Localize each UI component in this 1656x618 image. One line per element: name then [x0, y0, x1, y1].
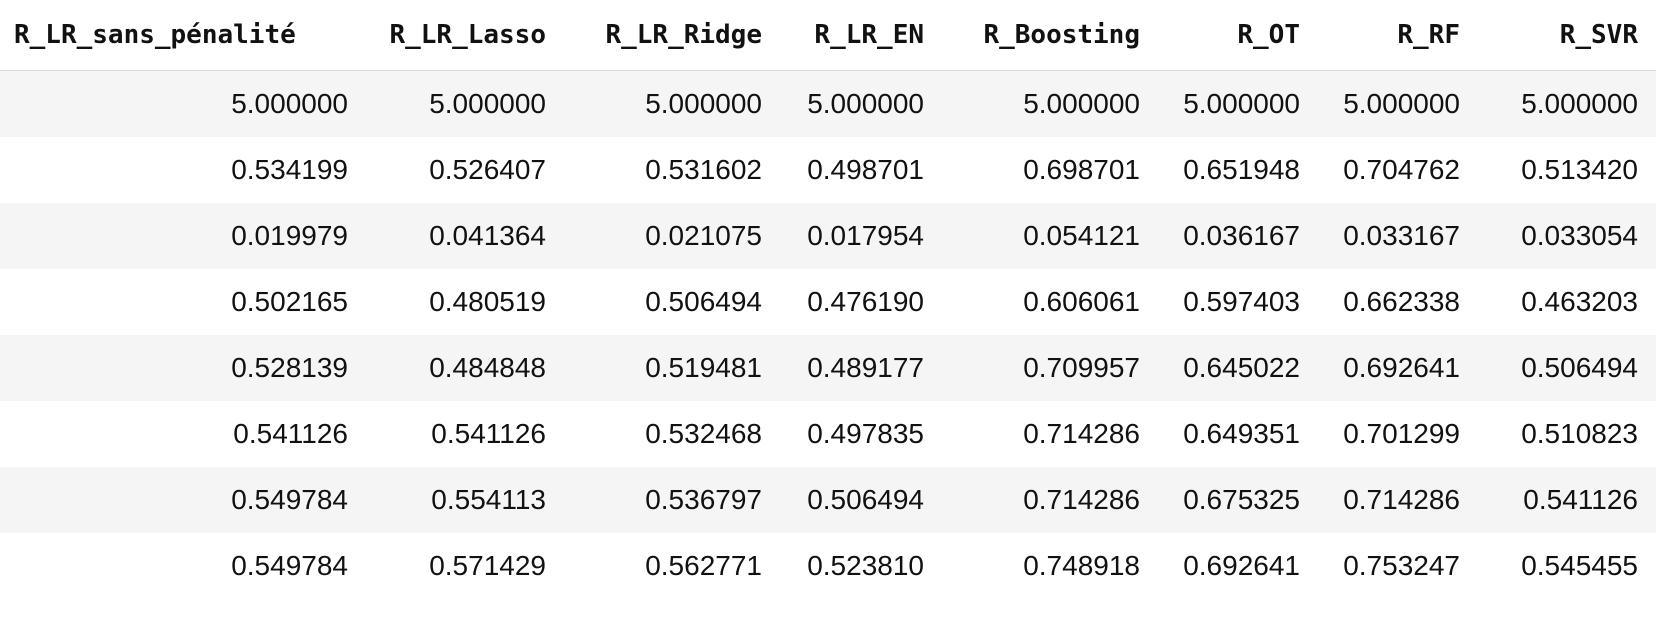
- cell-r-lr-en: 5.000000: [807, 88, 924, 119]
- cell-r-lr-en: 0.017954: [807, 220, 924, 251]
- cell-r-lr-ridge: 0.532468: [645, 418, 762, 449]
- column-header-r-lr-lasso: R_LR_Lasso: [348, 0, 564, 71]
- column-header-r-ot: R_OT: [1158, 0, 1318, 71]
- column-header-r-lr-ridge: R_LR_Ridge: [564, 0, 780, 71]
- cell-r-boosting: 0.709957: [1023, 352, 1140, 383]
- cell-r-lr-ridge: 5.000000: [645, 88, 762, 119]
- table-row: 0.541126 0.541126 0.532468 0.497835 0.714286…: [0, 401, 1656, 467]
- table-row: 0.528139 0.484848 0.519481 0.489177 0.709957…: [0, 335, 1656, 401]
- cell-r-svr: 0.506494: [1521, 352, 1638, 383]
- cell-r-lr-sans-penalite: 5.000000: [231, 88, 348, 119]
- cell-r-svr: 5.000000: [1521, 88, 1638, 119]
- cell-r-ot: 5.000000: [1183, 88, 1300, 119]
- cell-r-boosting: 0.748918: [1023, 550, 1140, 581]
- results-table: R_LR_sans_pénalité R_LR_Lasso R_LR_Ridge…: [0, 0, 1656, 599]
- cell-r-rf: 0.753247: [1343, 550, 1460, 581]
- cell-r-ot: 0.675325: [1183, 484, 1300, 515]
- table-header: R_LR_sans_pénalité R_LR_Lasso R_LR_Ridge…: [0, 0, 1656, 71]
- column-header-r-boosting: R_Boosting: [942, 0, 1158, 71]
- table-row: 0.549784 0.571429 0.562771 0.523810 0.748918…: [0, 533, 1656, 599]
- cell-r-ot: 0.692641: [1183, 550, 1300, 581]
- table-row: 0.534199 0.526407 0.531602 0.498701 0.698701…: [0, 137, 1656, 203]
- cell-r-boosting: 0.714286: [1023, 484, 1140, 515]
- cell-r-boosting: 5.000000: [1023, 88, 1140, 119]
- cell-r-svr: 0.513420: [1521, 154, 1638, 185]
- cell-r-boosting: 0.054121: [1023, 220, 1140, 251]
- cell-r-ot: 0.651948: [1183, 154, 1300, 185]
- table-row: 0.549784 0.554113 0.536797 0.506494 0.714286…: [0, 467, 1656, 533]
- cell-r-lr-ridge: 0.506494: [645, 286, 762, 317]
- table-row: 5.000000 5.000000 5.000000 5.000000 5.000000…: [0, 70, 1656, 137]
- cell-r-lr-lasso: 0.484848: [429, 352, 546, 383]
- cell-r-lr-ridge: 0.531602: [645, 154, 762, 185]
- cell-r-boosting: 0.606061: [1023, 286, 1140, 317]
- cell-r-lr-en: 0.489177: [807, 352, 924, 383]
- cell-r-lr-lasso: 5.000000: [429, 88, 546, 119]
- cell-r-svr: 0.541126: [1523, 484, 1638, 515]
- cell-r-ot: 0.649351: [1183, 418, 1300, 449]
- cell-r-lr-lasso: 0.526407: [429, 154, 546, 185]
- cell-r-rf: 0.704762: [1343, 154, 1460, 185]
- cell-r-svr: 0.545455: [1521, 550, 1638, 581]
- cell-r-rf: 0.662338: [1343, 286, 1460, 317]
- cell-r-lr-ridge: 0.519481: [645, 352, 762, 383]
- cell-r-lr-en: 0.476190: [807, 286, 924, 317]
- cell-r-lr-lasso: 0.554113: [431, 484, 546, 515]
- cell-r-rf: 5.000000: [1343, 88, 1460, 119]
- cell-r-lr-sans-penalite: 0.534199: [231, 154, 348, 185]
- cell-r-lr-sans-penalite: 0.541126: [233, 418, 348, 449]
- cell-r-lr-ridge: 0.536797: [645, 484, 762, 515]
- cell-r-lr-ridge: 0.021075: [645, 220, 762, 251]
- cell-r-ot: 0.036167: [1183, 220, 1300, 251]
- cell-r-lr-ridge: 0.562771: [645, 550, 762, 581]
- cell-r-lr-lasso: 0.480519: [429, 286, 546, 317]
- table-row: 0.502165 0.480519 0.506494 0.476190 0.606061…: [0, 269, 1656, 335]
- header-row: R_LR_sans_pénalité R_LR_Lasso R_LR_Ridge…: [0, 0, 1656, 71]
- cell-r-lr-en: 0.498701: [807, 154, 924, 185]
- column-header-r-lr-en: R_LR_EN: [780, 0, 942, 71]
- column-header-r-lr-sans-penalite: R_LR_sans_pénalité: [0, 0, 348, 71]
- table-body: 5.000000 5.000000 5.000000 5.000000 5.000000…: [0, 70, 1656, 599]
- cell-r-lr-lasso: 0.041364: [429, 220, 546, 251]
- cell-r-svr: 0.463203: [1521, 286, 1638, 317]
- cell-r-rf: 0.714286: [1343, 484, 1460, 515]
- cell-r-rf: 0.701299: [1343, 418, 1460, 449]
- cell-r-svr: 0.033054: [1521, 220, 1638, 251]
- cell-r-boosting: 0.698701: [1023, 154, 1140, 185]
- cell-r-rf: 0.033167: [1343, 220, 1460, 251]
- cell-r-boosting: 0.714286: [1023, 418, 1140, 449]
- cell-r-lr-sans-penalite: 0.502165: [231, 286, 348, 317]
- cell-r-ot: 0.597403: [1183, 286, 1300, 317]
- cell-r-lr-sans-penalite: 0.528139: [231, 352, 348, 383]
- cell-r-lr-sans-penalite: 0.549784: [231, 484, 348, 515]
- cell-r-lr-en: 0.497835: [807, 418, 924, 449]
- cell-r-lr-sans-penalite: 0.549784: [231, 550, 348, 581]
- cell-r-rf: 0.692641: [1343, 352, 1460, 383]
- cell-r-svr: 0.510823: [1521, 418, 1638, 449]
- cell-r-lr-lasso: 0.541126: [431, 418, 546, 449]
- cell-r-lr-sans-penalite: 0.019979: [231, 220, 348, 251]
- table-row: 0.019979 0.041364 0.021075 0.017954 0.054121…: [0, 203, 1656, 269]
- cell-r-lr-en: 0.523810: [807, 550, 924, 581]
- column-header-r-svr: R_SVR: [1478, 0, 1656, 71]
- column-header-r-rf: R_RF: [1318, 0, 1478, 71]
- cell-r-lr-lasso: 0.571429: [429, 550, 546, 581]
- cell-r-ot: 0.645022: [1183, 352, 1300, 383]
- cell-r-lr-en: 0.506494: [807, 484, 924, 515]
